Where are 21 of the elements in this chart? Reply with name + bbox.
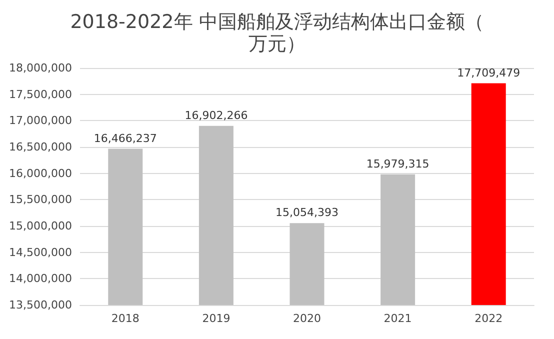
y-tick-label: 14,500,000 [9, 246, 72, 259]
y-tick-label: 13,500,000 [9, 298, 72, 312]
y-tick-label: 15,500,000 [9, 193, 72, 206]
data-label: 15,054,393 [276, 206, 338, 220]
x-tick-label: 2021 [384, 312, 412, 325]
y-tick-label: 18,000,000 [9, 62, 72, 74]
y-tick-label: 16,000,000 [9, 166, 72, 180]
y-tick-label: 14,000,000 [9, 272, 72, 286]
chart-title: 2018-2022年 中国船舶及浮动结构体出口金额（万元） [70, 11, 484, 55]
data-label: 16,466,237 [94, 132, 157, 145]
y-tick-label: 15,000,000 [9, 220, 72, 232]
data-label: 16,902,266 [184, 108, 248, 122]
x-tick-label: 2022 [474, 312, 503, 325]
x-tick-label: 2019 [202, 312, 230, 325]
data-label: 15,979,315 [366, 157, 430, 170]
y-tick-label: 17,500,000 [9, 88, 72, 101]
y-tick-label: 17,000,000 [9, 114, 72, 128]
x-tick-label: 2020 [293, 312, 321, 325]
x-tick-label: 2018 [111, 312, 140, 325]
y-tick-label: 16,500,000 [9, 140, 72, 154]
data-label: 17,709,479 [457, 66, 520, 80]
